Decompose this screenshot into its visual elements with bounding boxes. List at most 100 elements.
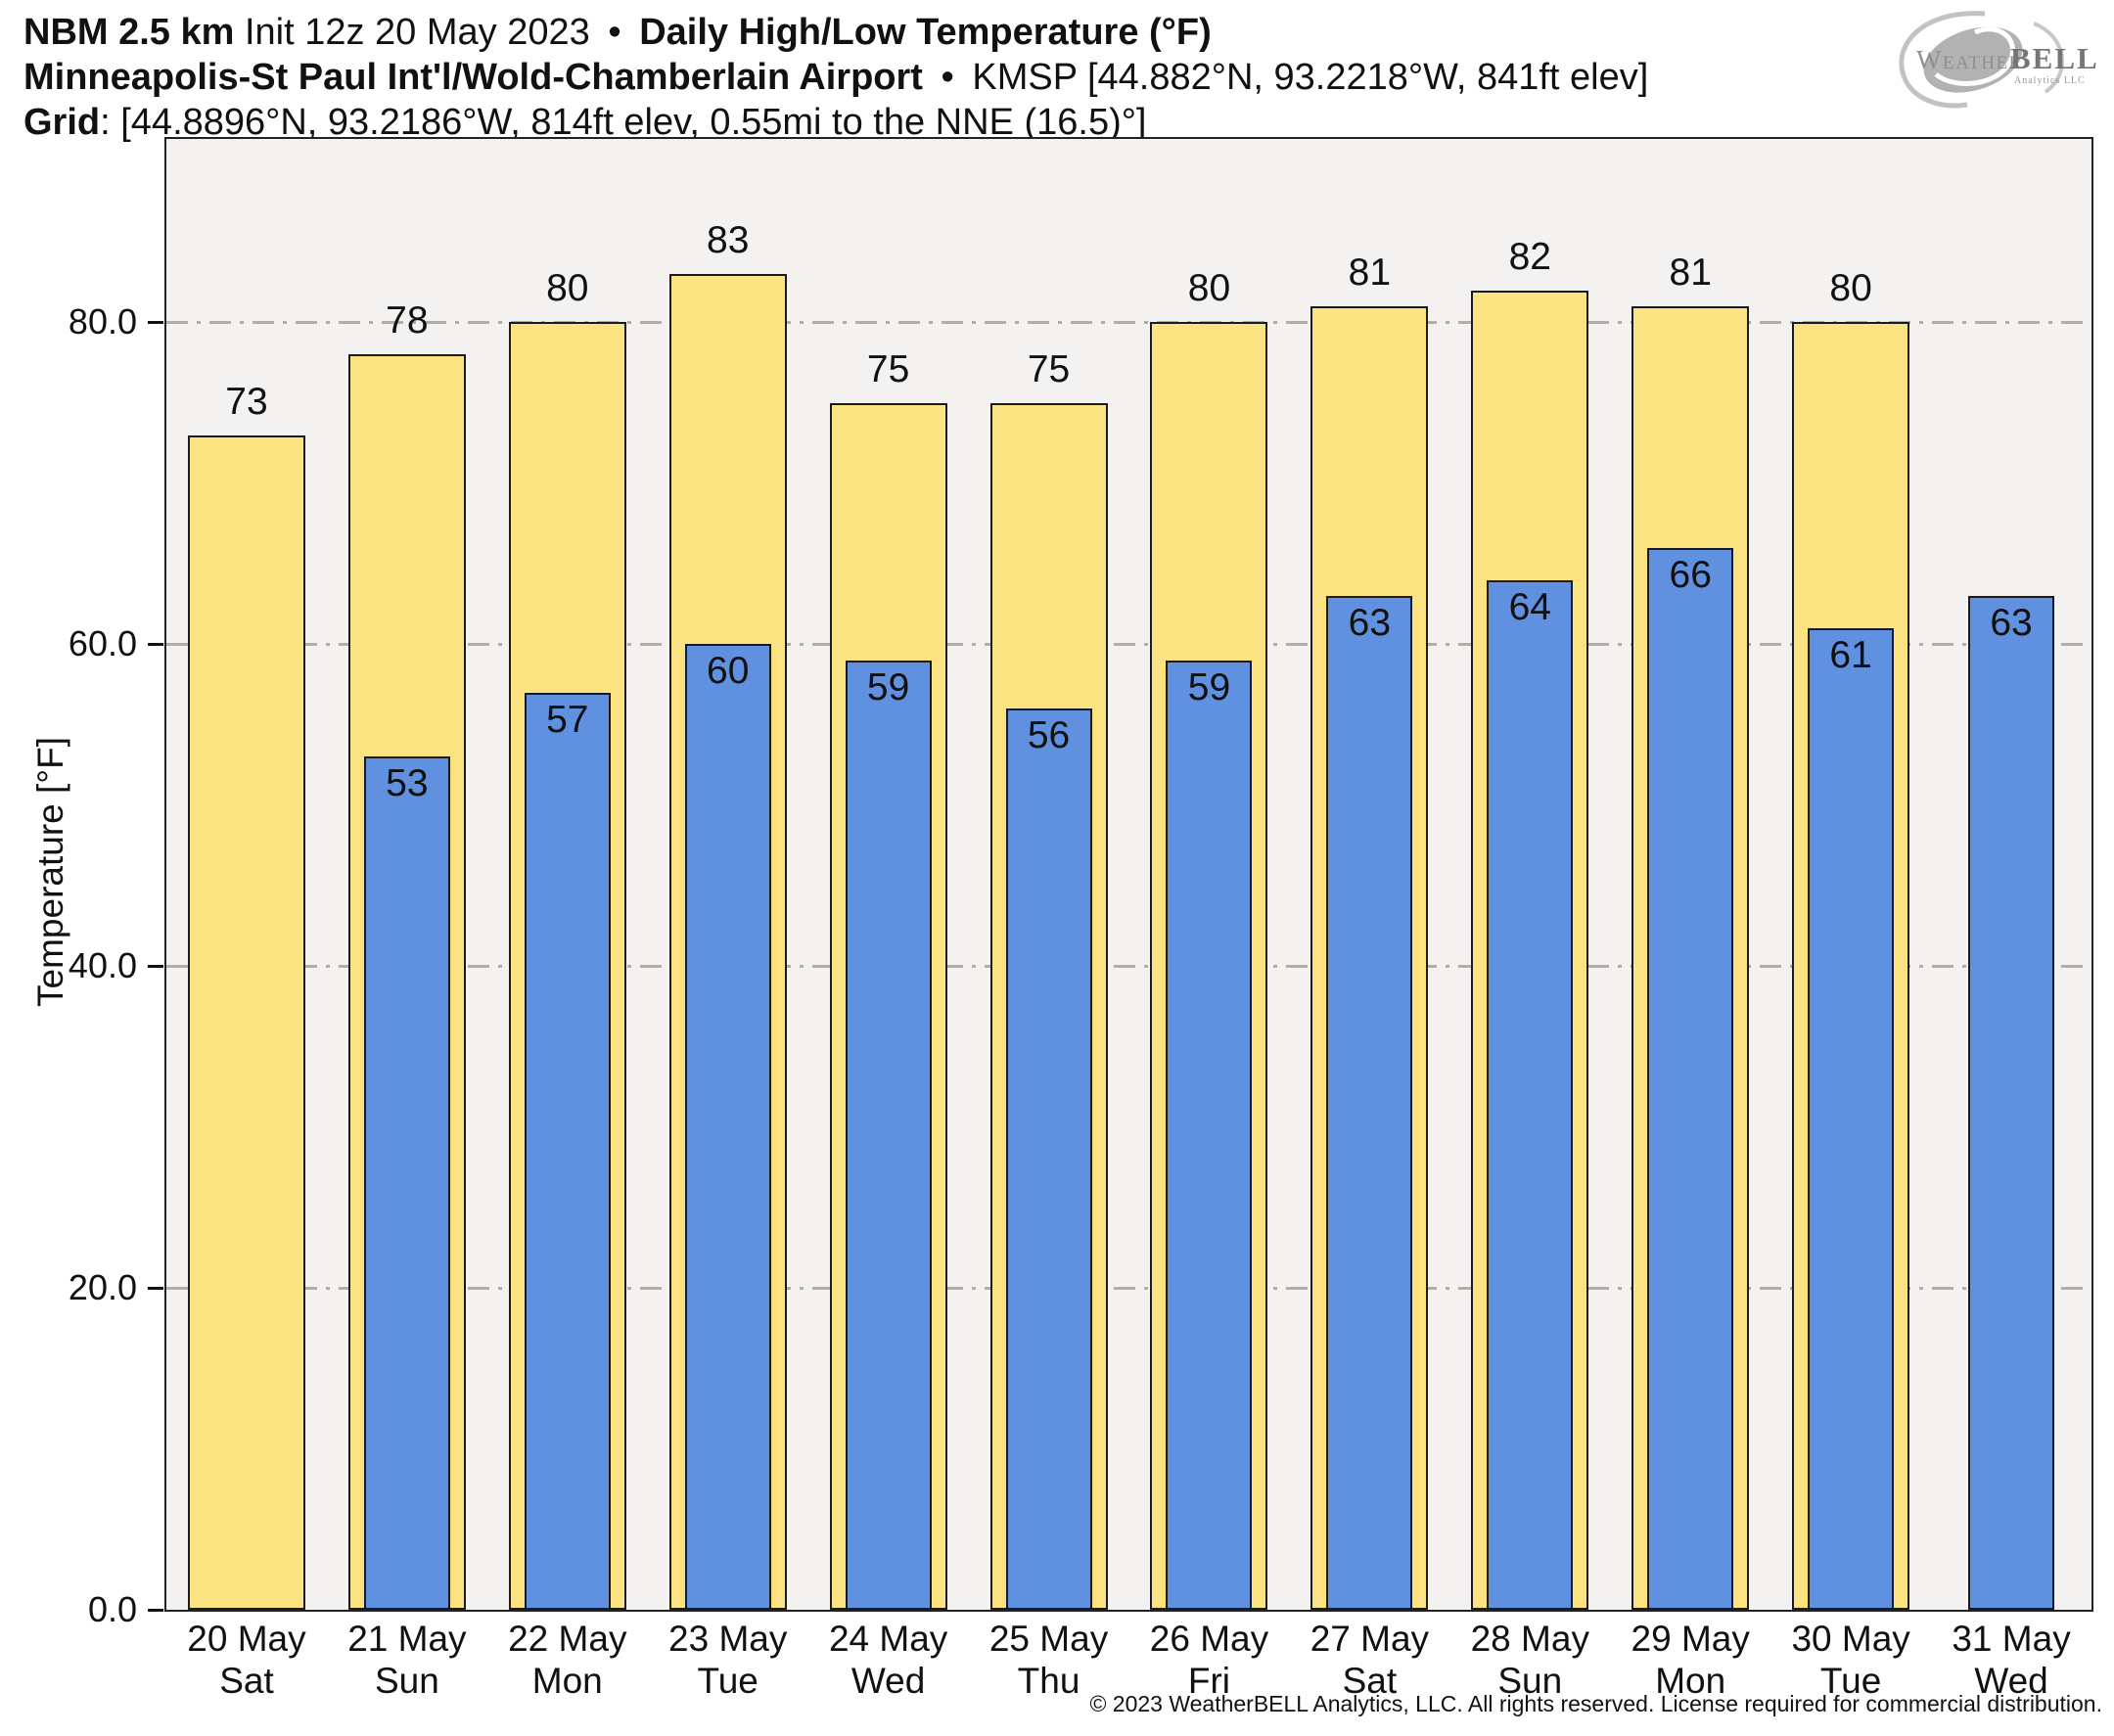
x-tick-weekday: Sun (374, 1661, 439, 1701)
x-tick-weekday: Sun (1497, 1661, 1563, 1701)
x-tick-label: 29 May Mon (1602, 1618, 1778, 1702)
x-tick-date: 21 May (347, 1619, 467, 1659)
x-tick-label: 22 May Mon (480, 1618, 656, 1702)
low-bar (1968, 596, 2055, 1610)
low-bar (684, 644, 771, 1610)
station-name: Minneapolis-St Paul Int'l/Wold-Chamberla… (23, 57, 923, 98)
init-time: Init 12z 20 May 2023 (244, 12, 590, 53)
low-bar (1326, 596, 1413, 1610)
x-tick-date: 22 May (508, 1619, 627, 1659)
low-bar (1808, 627, 1895, 1610)
logo-text-weather: Weather (1916, 45, 2023, 74)
x-tick-date: 31 May (1952, 1619, 2071, 1659)
high-value-label: 83 (707, 219, 750, 262)
bullet-separator: • (941, 57, 954, 98)
low-value-label: 56 (1027, 714, 1071, 757)
low-bar (1005, 708, 1092, 1610)
hurricane-swirl-icon (1899, 11, 2064, 109)
gridline-20 (166, 1286, 2091, 1290)
low-bar (1487, 579, 1574, 1610)
station-meta: KMSP [44.882°N, 93.2218°W, 841ft elev] (972, 57, 1649, 98)
high-value-label: 78 (386, 299, 429, 343)
low-bar (524, 692, 611, 1610)
header-line-1: NBM 2.5 km Init 12z 20 May 2023 • Daily … (23, 10, 1648, 55)
logo-text-bell: BELL (2010, 41, 2099, 75)
weatherbell-logo: Weather BELL Analytics LLC (1899, 11, 2099, 109)
gridline-80 (166, 320, 2091, 324)
y-tick-label: 20.0 (68, 1267, 137, 1308)
logo-subtitle: Analytics LLC (2014, 75, 2086, 86)
model-name: NBM 2.5 km (23, 12, 235, 53)
low-value-label: 66 (1669, 553, 1712, 596)
x-tick-weekday: Tue (697, 1661, 758, 1701)
plot-area: 0.0 20.0 40.0 60.0 80.0 73 20 May Sat 78 53 21 May… (69, 137, 2093, 1701)
y-tick-label: 60.0 (68, 623, 137, 664)
x-tick-weekday: Tue (1819, 1661, 1882, 1701)
low-value-label: 60 (707, 650, 750, 693)
high-value-label: 80 (1829, 267, 1872, 310)
x-tick-weekday: Wed (1974, 1661, 2048, 1701)
low-value-label: 63 (1990, 602, 2033, 645)
high-value-label: 81 (1348, 251, 1392, 295)
gridline-60 (166, 642, 2091, 646)
high-bar (187, 434, 305, 1610)
low-value-label: 53 (386, 762, 429, 805)
y-tick-mark (148, 964, 163, 968)
x-tick-weekday: Thu (1017, 1661, 1080, 1701)
low-value-label: 59 (866, 665, 910, 708)
low-bar (1647, 547, 1734, 1610)
y-tick-label: 0.0 (87, 1589, 137, 1629)
x-tick-label: 27 May Sat (1281, 1618, 1457, 1702)
y-tick-mark (148, 320, 163, 324)
high-value-label: 75 (1027, 347, 1071, 390)
chart-header: NBM 2.5 km Init 12z 20 May 2023 • Daily … (23, 10, 1648, 145)
x-tick-date: 25 May (988, 1619, 1109, 1659)
x-tick-date: 26 May (1149, 1619, 1269, 1659)
x-tick-label: 20 May Sat (159, 1618, 335, 1702)
x-tick-date: 20 May (187, 1619, 306, 1659)
product-title: Daily High/Low Temperature (°F) (639, 12, 1212, 53)
grid-label: Grid (23, 102, 101, 143)
bullet-separator: • (608, 12, 621, 53)
x-tick-date: 29 May (1631, 1619, 1750, 1659)
high-value-label: 82 (1508, 235, 1551, 278)
low-bar (363, 756, 450, 1610)
low-bar (845, 660, 932, 1610)
x-tick-label: 25 May Thu (961, 1618, 1137, 1702)
x-tick-date: 23 May (668, 1619, 788, 1659)
y-tick-mark (148, 1286, 163, 1290)
header-line-2: Minneapolis-St Paul Int'l/Wold-Chamberla… (23, 55, 1648, 100)
x-tick-date: 28 May (1470, 1619, 1589, 1659)
x-tick-date: 30 May (1791, 1619, 1910, 1659)
x-tick-weekday: Wed (850, 1661, 926, 1701)
copyright-text: © 2023 WeatherBELL Analytics, LLC. All r… (1089, 1691, 2102, 1716)
y-tick-label: 40.0 (68, 945, 137, 986)
x-tick-label: 28 May Sun (1442, 1618, 1618, 1702)
grid-info: : [44.8896°N, 93.2186°W, 814ft elev, 0.5… (100, 102, 1147, 143)
x-tick-label: 31 May Wed (1923, 1618, 2099, 1702)
x-tick-weekday: Sat (219, 1661, 274, 1701)
y-axis-label: Temperature [°F] (30, 737, 70, 1007)
x-tick-label: 24 May Wed (801, 1618, 977, 1702)
low-value-label: 64 (1508, 585, 1551, 628)
y-tick-mark (148, 642, 163, 646)
x-tick-label: 26 May Fri (1121, 1618, 1297, 1702)
x-tick-label: 30 May Tue (1763, 1618, 1939, 1702)
low-bar (1166, 660, 1253, 1610)
x-tick-date: 24 May (828, 1619, 948, 1659)
x-tick-weekday: Sat (1342, 1661, 1398, 1701)
x-tick-weekday: Mon (531, 1661, 603, 1701)
x-tick-weekday: Fri (1187, 1661, 1231, 1701)
x-tick-weekday: Mon (1655, 1661, 1726, 1701)
high-value-label: 80 (1187, 267, 1231, 310)
high-value-label: 73 (225, 380, 268, 423)
high-value-label: 80 (546, 267, 589, 310)
x-tick-date: 27 May (1310, 1619, 1430, 1659)
x-tick-label: 23 May Tue (640, 1618, 816, 1702)
low-value-label: 63 (1348, 602, 1392, 645)
low-value-label: 61 (1829, 633, 1872, 676)
low-value-label: 57 (546, 698, 589, 741)
y-tick-mark (148, 1608, 163, 1612)
y-tick-label: 80.0 (68, 301, 137, 343)
